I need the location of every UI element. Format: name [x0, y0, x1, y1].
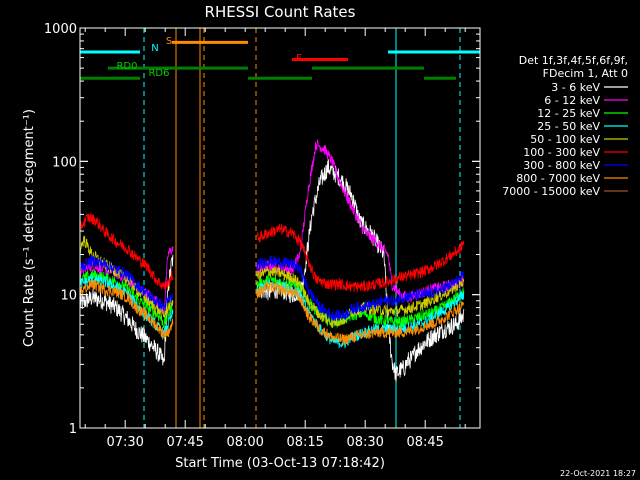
legend-entry: 6 - 12 keV	[544, 94, 600, 107]
x-tick-label: 08:15	[286, 435, 323, 450]
series-line	[256, 281, 465, 345]
legend-entry: 50 - 100 keV	[530, 133, 600, 146]
legend-entry: 25 - 50 keV	[537, 120, 600, 133]
legend: Det 1f,3f,4f,5f,6f,9f,FDecim 1, Att 03 -…	[502, 54, 628, 198]
series-line	[80, 279, 174, 341]
series-line	[80, 254, 174, 366]
y-axis-label: Count Rate (s⁻¹ detector segment⁻¹)	[22, 109, 37, 347]
y-tick-label: 1000	[44, 22, 77, 37]
series-line	[256, 274, 465, 329]
state-bar-label: RD6	[148, 68, 169, 79]
legend-entry: 12 - 25 keV	[537, 107, 600, 120]
state-bar-label: S	[166, 36, 172, 47]
series-line	[80, 235, 174, 318]
legend-header: FDecim 1, Att 0	[543, 67, 628, 80]
legend-entry: 3 - 6 keV	[551, 81, 600, 94]
series-line	[80, 254, 174, 311]
legend-entry: 100 - 300 keV	[523, 146, 600, 159]
chart-title: RHESSI Count Rates	[205, 3, 356, 21]
series-layer	[80, 139, 465, 383]
legend-entry: 300 - 800 keV	[523, 159, 600, 172]
legend-entry: 7000 - 15000 keV	[502, 185, 600, 198]
legend-header: Det 1f,3f,4f,5f,6f,9f,	[519, 54, 628, 67]
x-tick-label: 08:00	[226, 435, 263, 450]
x-tick-label: 07:30	[106, 435, 143, 450]
x-axis: 07:30 07:45 08:00 08:15 08:30 08:45	[84, 28, 466, 450]
y-axis: 1 10 100 1000	[44, 22, 480, 437]
x-tick-label: 08:45	[406, 435, 443, 450]
attenuator-bars: NS F RD0 RD6	[80, 36, 480, 80]
plot-frame	[79, 27, 481, 429]
y-tick-label: 100	[52, 155, 77, 170]
series-line	[80, 213, 174, 290]
x-tick-label: 07:45	[166, 435, 203, 450]
series-line	[80, 269, 174, 328]
y-tick-label: 10	[60, 289, 77, 304]
legend-entry: 800 - 7000 keV	[516, 172, 600, 185]
series-line	[256, 255, 465, 322]
state-bar-label: RD0	[116, 61, 137, 72]
x-axis-label: Start Time (03-Oct-13 07:18:42)	[175, 456, 385, 471]
x-tick-label: 08:30	[346, 435, 383, 450]
state-bar-label: N	[151, 43, 158, 54]
series-line	[256, 223, 465, 293]
state-bar-label: F	[296, 53, 302, 64]
y-tick-label: 1	[69, 422, 77, 437]
footer-timestamp: 22-Oct-2021 18:27	[560, 469, 636, 478]
